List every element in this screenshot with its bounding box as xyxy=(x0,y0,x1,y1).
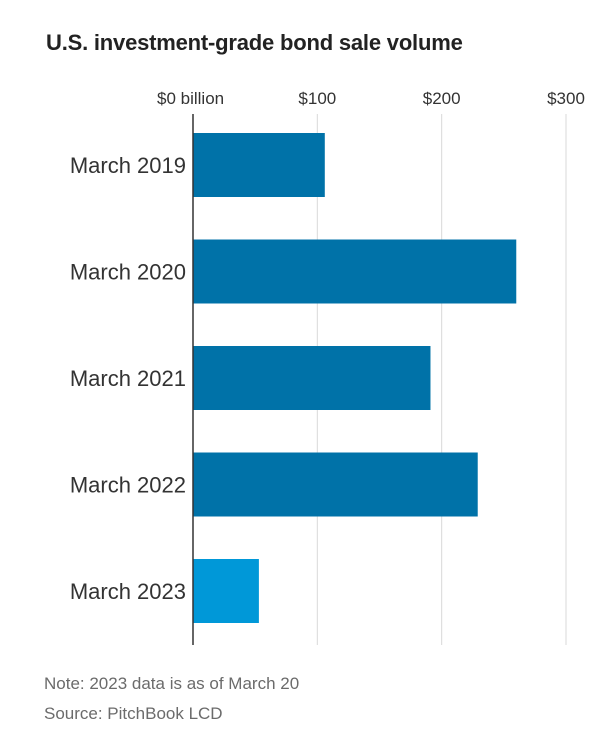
category-labels: March 2019 March 2020 March 2021 March 2022… xyxy=(70,153,186,604)
chart-source: Source: PitchBook LCD xyxy=(44,704,223,723)
bar xyxy=(193,346,431,410)
bars xyxy=(193,133,517,623)
category-label: March 2022 xyxy=(70,473,186,498)
bar xyxy=(193,559,259,623)
x-tick-label: $200 xyxy=(423,89,461,108)
bar xyxy=(193,133,325,197)
x-tick-label: $300 xyxy=(547,89,585,108)
x-tick-label: $0 billion xyxy=(157,89,224,108)
category-label: March 2023 xyxy=(70,579,186,604)
category-label: March 2021 xyxy=(70,366,186,391)
x-tick-label: $100 xyxy=(298,89,336,108)
bar xyxy=(193,452,478,517)
category-label: March 2019 xyxy=(70,153,186,178)
x-axis-tick-labels: $0 billion $100 $200 $300 xyxy=(157,89,585,108)
bar xyxy=(193,239,517,304)
chart-note: Note: 2023 data is as of March 20 xyxy=(44,674,300,693)
chart-title: U.S. investment-grade bond sale volume xyxy=(46,30,463,55)
category-label: March 2020 xyxy=(70,260,186,285)
